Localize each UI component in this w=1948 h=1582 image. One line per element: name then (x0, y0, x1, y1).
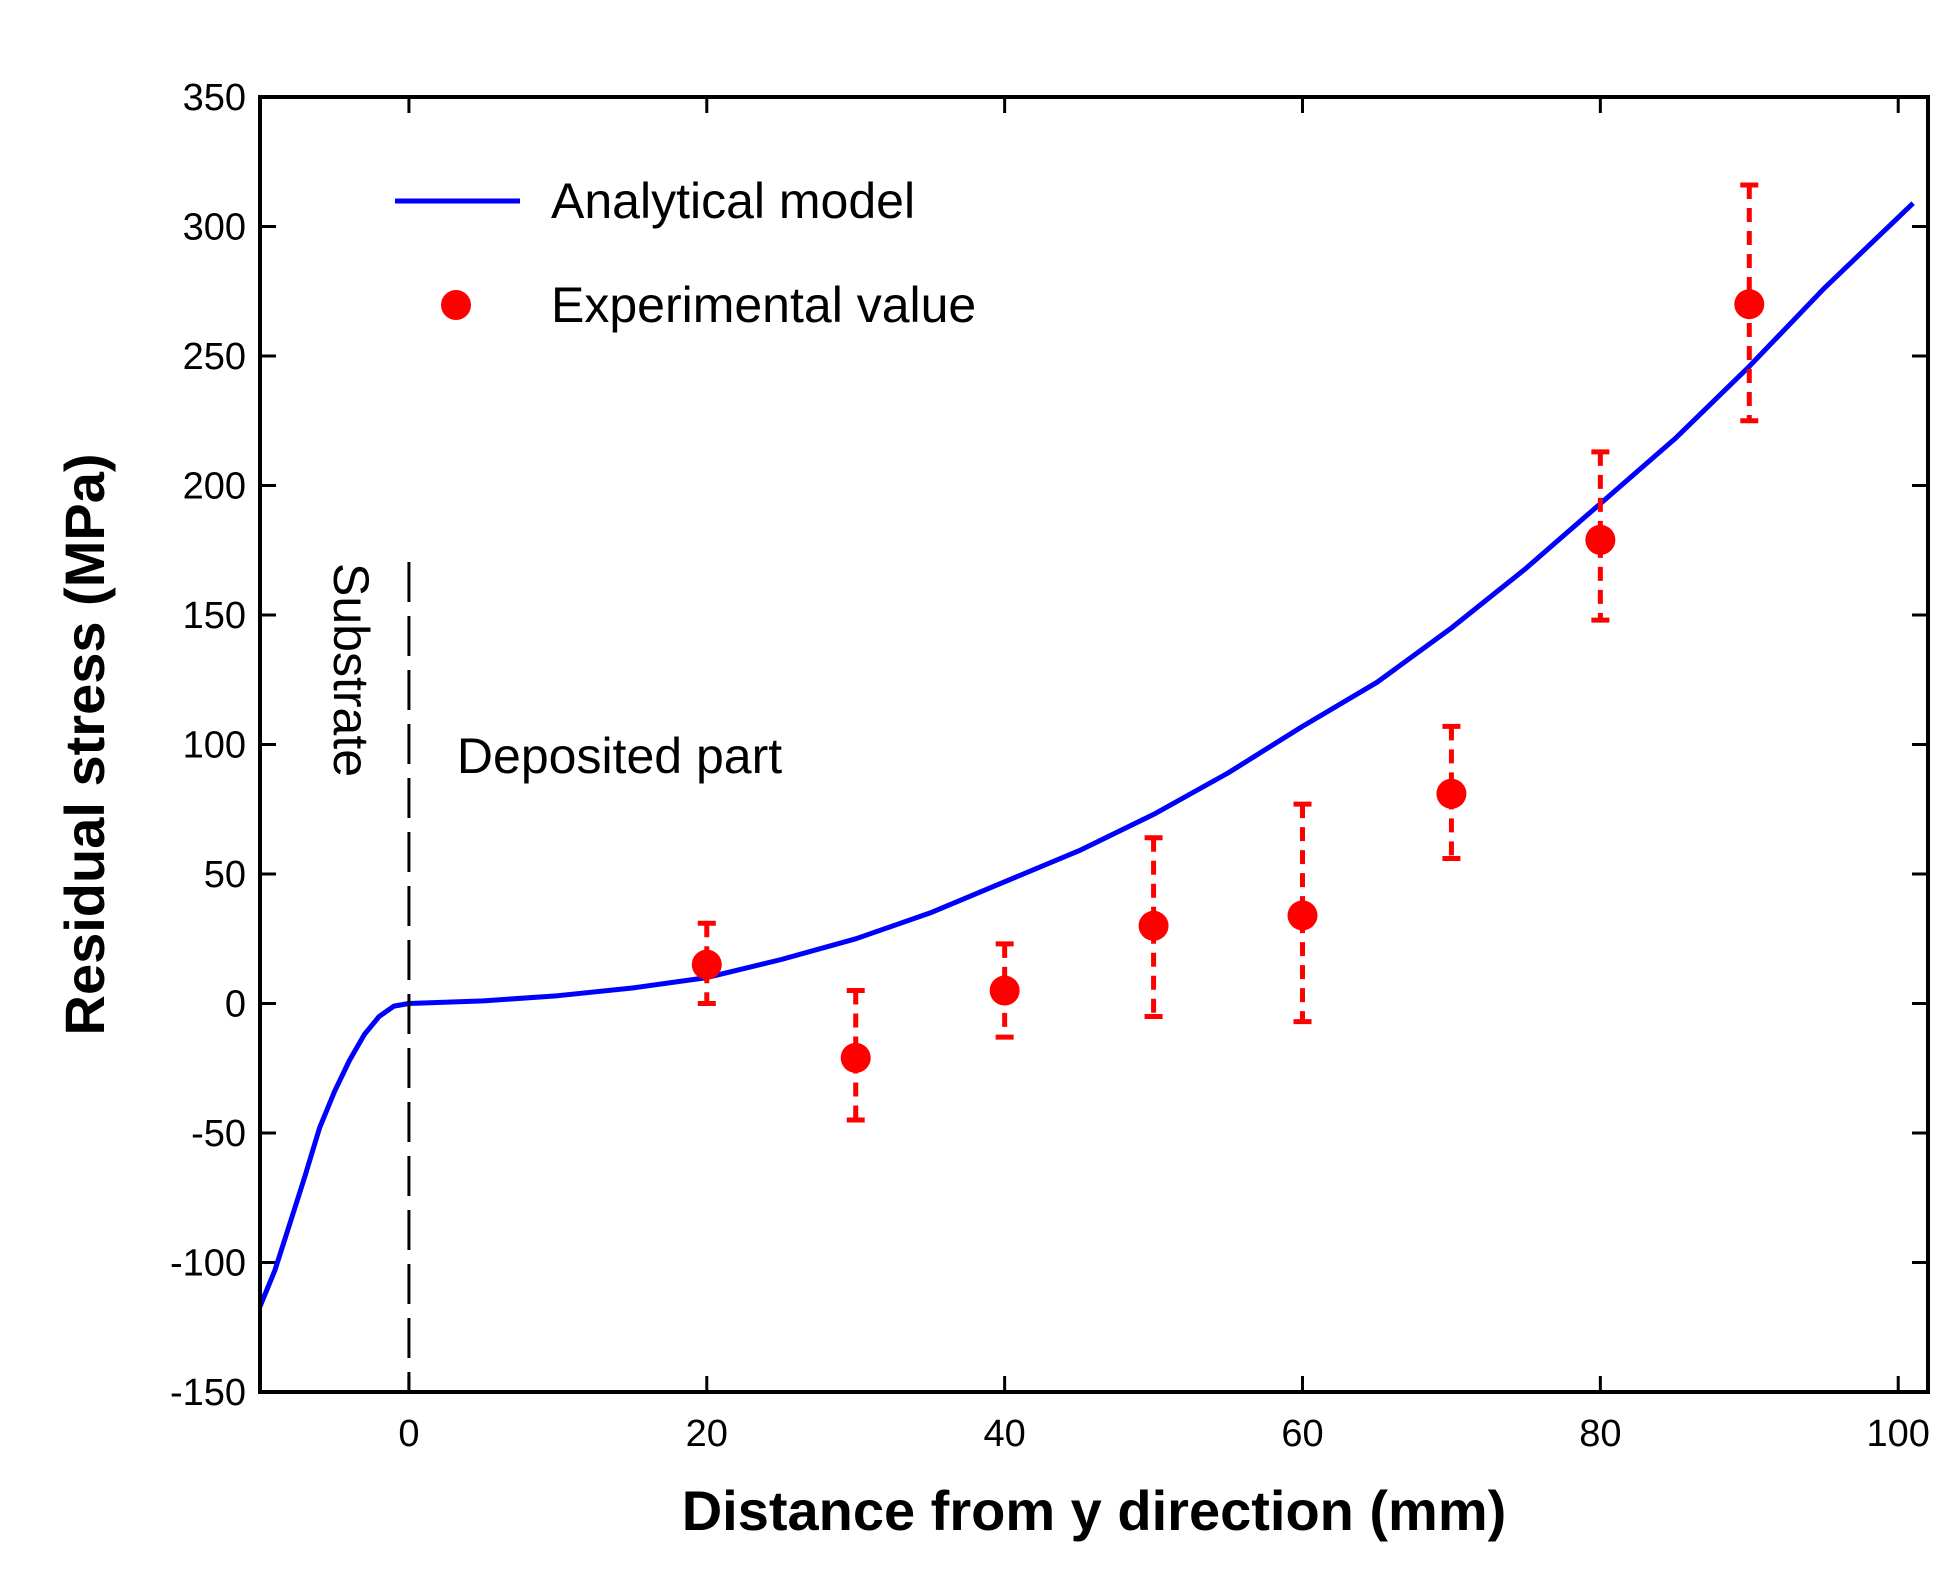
y-tick-label: 200 (183, 466, 246, 508)
y-tick-label: 50 (204, 854, 246, 896)
y-tick-label: 150 (183, 595, 246, 637)
legend-label-experimental: Experimental value (551, 277, 976, 333)
chart: -150 -100 -50 0 50 100 150 200 250 300 350 0 20 40 60… (0, 0, 1948, 1582)
x-axis-label: Distance from y direction (mm) (682, 1479, 1507, 1542)
x-tick-label: 0 (398, 1413, 419, 1455)
y-tick-label: 350 (183, 77, 246, 119)
experimental-point (990, 976, 1020, 1006)
legend-marker-experimental (441, 290, 471, 320)
y-tick-label: -150 (170, 1372, 246, 1414)
y-tick-label: -100 (170, 1243, 246, 1285)
x-tick-label: 100 (1867, 1413, 1930, 1455)
x-tick-label: 80 (1579, 1413, 1621, 1455)
experimental-point (1288, 900, 1318, 930)
experimental-point (1734, 289, 1764, 319)
y-tick-label: 100 (183, 725, 246, 767)
x-tick-label: 60 (1281, 1413, 1323, 1455)
legend: Analytical model Experimental value (395, 173, 976, 333)
experimental-point (1139, 911, 1169, 941)
y-tick-label: -50 (191, 1113, 246, 1155)
y-tick-label: 300 (183, 207, 246, 249)
experimental-point (841, 1043, 871, 1073)
experimental-point (692, 950, 722, 980)
x-tick-label: 20 (686, 1413, 728, 1455)
y-axis-label: Residual stress (MPa) (53, 454, 116, 1036)
experimental-point (1436, 779, 1466, 809)
substrate-label: Substrate (323, 563, 379, 777)
deposited-part-label: Deposited part (457, 728, 782, 784)
y-axis-ticks: -150 -100 -50 0 50 100 150 200 250 300 350 (170, 77, 1928, 1414)
y-tick-label: 250 (183, 336, 246, 378)
x-tick-label: 40 (984, 1413, 1026, 1455)
y-tick-label: 0 (225, 984, 246, 1026)
experimental-point (1585, 525, 1615, 555)
legend-label-analytical: Analytical model (551, 173, 915, 229)
